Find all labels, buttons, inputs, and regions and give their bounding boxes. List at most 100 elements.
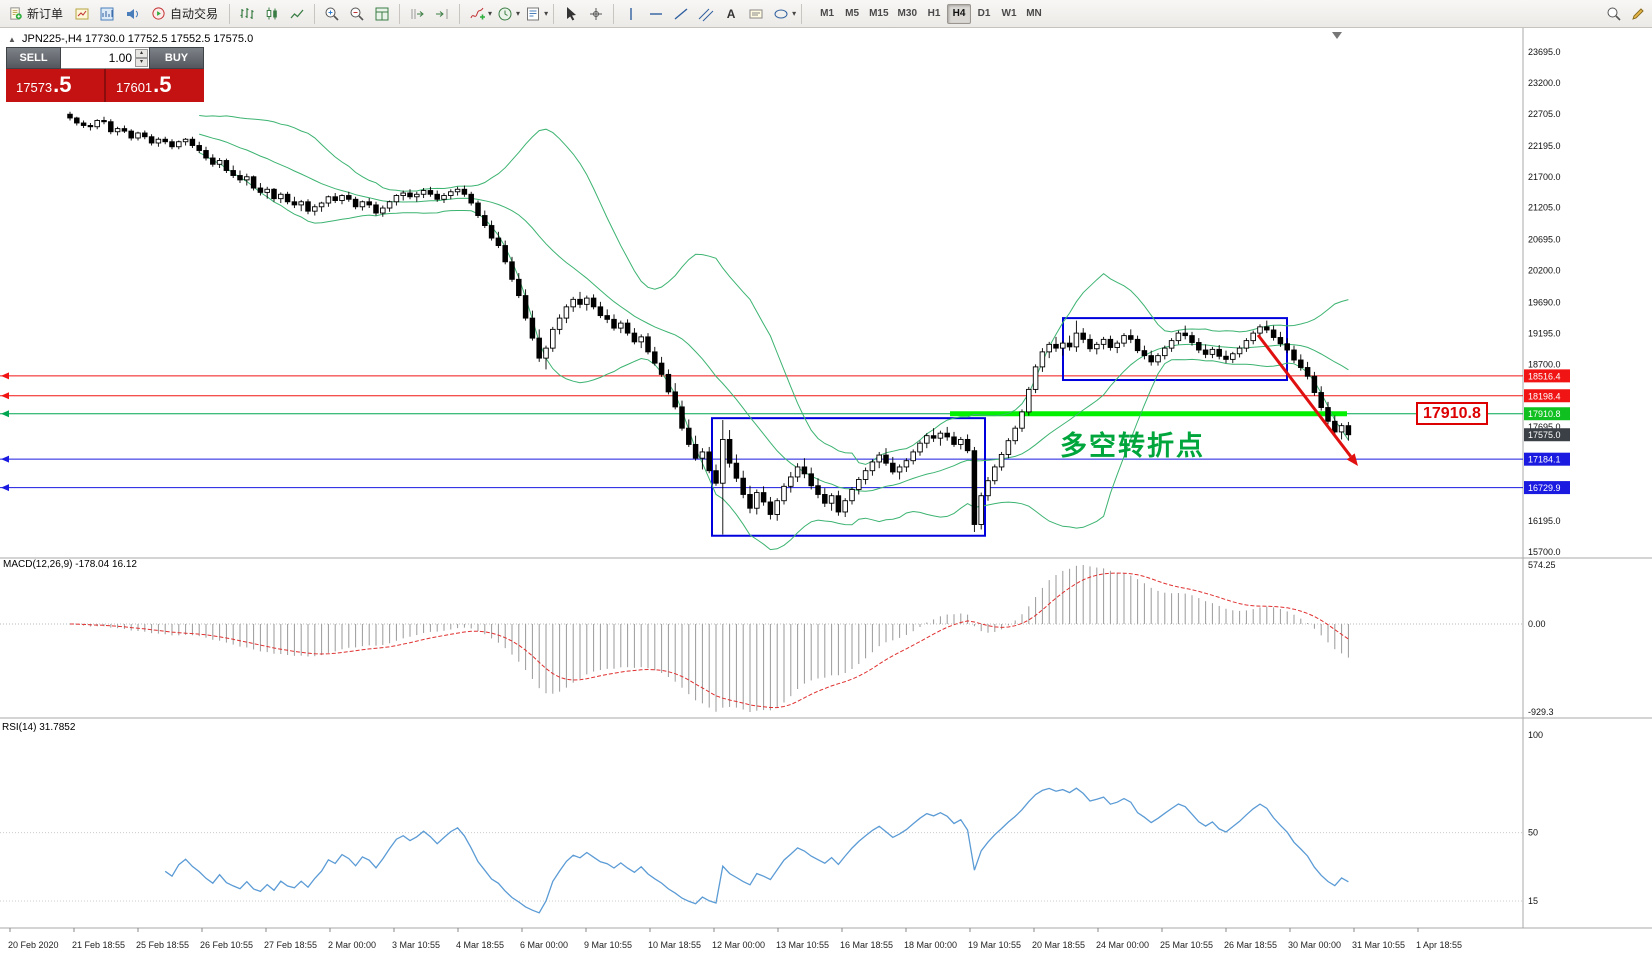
bar-chart-icon: [240, 7, 254, 19]
timeframe-m30-button[interactable]: M30: [894, 4, 921, 24]
svg-text:17695.0: 17695.0: [1528, 422, 1561, 432]
timeframe-m1-button[interactable]: M1: [815, 4, 839, 24]
svg-text:21700.0: 21700.0: [1528, 172, 1561, 182]
chart-canvas[interactable]: 23695.0 23200.0 22705.0 22195.0 21700.0 21205…: [0, 28, 1652, 955]
candlestick-mode-button[interactable]: [260, 3, 284, 25]
auto-scroll-button[interactable]: [405, 3, 429, 25]
buy-button[interactable]: BUY: [149, 47, 204, 69]
timeframe-d1-button[interactable]: D1: [972, 4, 996, 24]
auto-trading-button[interactable]: 自动交易: [145, 3, 224, 25]
volume-input[interactable]: 1.00 ▴ ▾: [61, 47, 149, 69]
horizontal-line-tool-button[interactable]: [644, 3, 668, 25]
svg-text:2 Mar 00:00: 2 Mar 00:00: [328, 940, 376, 950]
text-tool-button[interactable]: A: [719, 3, 743, 25]
svg-text:30 Mar 00:00: 30 Mar 00:00: [1288, 940, 1341, 950]
sell-price: 17573: [16, 80, 53, 95]
toolbar-separator: [399, 3, 401, 24]
tile-windows-button[interactable]: [370, 3, 394, 25]
svg-text:23695.0: 23695.0: [1528, 47, 1561, 57]
svg-text:19195.0: 19195.0: [1528, 328, 1561, 338]
text-tool-icon: A: [726, 6, 736, 21]
svg-text:-929.3: -929.3: [1528, 707, 1554, 717]
vertical-line-icon: [630, 7, 632, 20]
timeframe-h1-button[interactable]: H1: [922, 4, 946, 24]
volume-down-icon[interactable]: ▾: [135, 58, 148, 67]
bar-chart-mode-button[interactable]: [235, 3, 259, 25]
svg-text:18516.4: 18516.4: [1528, 371, 1561, 381]
templates-dropdown-caret[interactable]: ▾: [544, 9, 549, 18]
label-tool-button[interactable]: [744, 3, 768, 25]
svg-text:23200.0: 23200.0: [1528, 78, 1561, 88]
line-chart-mode-button[interactable]: [285, 3, 309, 25]
toolbar-separator: [459, 3, 461, 24]
crosshair-tool-button[interactable]: [584, 3, 608, 25]
buy-price-panel[interactable]: 17601.5: [106, 69, 204, 102]
trendline-tool-button[interactable]: [669, 3, 693, 25]
timeframe-w1-button[interactable]: W1: [997, 4, 1021, 24]
sell-button[interactable]: SELL: [6, 47, 61, 69]
volume-up-icon[interactable]: ▴: [135, 49, 148, 58]
svg-text:3 Mar 10:55: 3 Mar 10:55: [392, 940, 440, 950]
toolbar-separator: [613, 3, 615, 24]
sell-price-panel[interactable]: 17573.5: [6, 69, 106, 102]
zoom-out-button[interactable]: [345, 3, 369, 25]
tile-windows-icon: [375, 7, 389, 20]
candlestick-icon: [266, 7, 277, 19]
ohlc-values: 17730.0 17752.5 17552.5 17575.0: [84, 33, 254, 45]
svg-text:15: 15: [1528, 896, 1538, 906]
chart-shift-button[interactable]: [430, 3, 454, 25]
main-toolbar: 新订单 自动交易 ▾ ▾ ▾: [0, 0, 1652, 28]
zoom-in-button[interactable]: [320, 3, 344, 25]
svg-text:15700.0: 15700.0: [1528, 547, 1561, 557]
profiles-button[interactable]: [95, 3, 119, 25]
shapes-icon: [774, 9, 788, 18]
svg-text:19690.0: 19690.0: [1528, 297, 1561, 307]
periods-dropdown-caret[interactable]: ▾: [516, 9, 521, 18]
svg-text:16729.9: 16729.9: [1528, 483, 1561, 493]
timeframe-m5-button[interactable]: M5: [840, 4, 864, 24]
new-chart-button[interactable]: [70, 3, 94, 25]
svg-text:20695.0: 20695.0: [1528, 235, 1561, 245]
vertical-line-tool-button[interactable]: [619, 3, 643, 25]
svg-text:574.25: 574.25: [1528, 560, 1556, 570]
market-watch-icon: [127, 8, 139, 19]
symbol-marker-icon: ▲: [8, 35, 16, 44]
timeframe-m15-button[interactable]: M15: [865, 4, 892, 24]
toolbar-separator: [553, 3, 555, 24]
sell-price-pips: .5: [53, 72, 72, 97]
svg-text:20200.0: 20200.0: [1528, 266, 1561, 276]
shapes-tool-button[interactable]: [769, 3, 793, 25]
svg-text:9 Mar 10:55: 9 Mar 10:55: [584, 940, 632, 950]
svg-text:1 Apr 18:55: 1 Apr 18:55: [1416, 940, 1462, 950]
channel-tool-button[interactable]: [694, 3, 718, 25]
shapes-dropdown-caret[interactable]: ▾: [792, 9, 797, 18]
svg-text:25 Feb 18:55: 25 Feb 18:55: [136, 940, 189, 950]
line-chart-icon: [290, 9, 304, 18]
price-level-callout: 17910.8: [1416, 402, 1488, 425]
cursor-tool-button[interactable]: [559, 3, 583, 25]
search-icon: [1607, 7, 1621, 21]
svg-text:26 Mar 18:55: 26 Mar 18:55: [1224, 940, 1277, 950]
templates-button[interactable]: [521, 3, 545, 25]
toolbar-separator: [229, 3, 231, 24]
volume-value[interactable]: 1.00: [108, 51, 132, 65]
profiles-icon: [100, 7, 114, 20]
svg-text:25 Mar 10:55: 25 Mar 10:55: [1160, 940, 1213, 950]
search-button[interactable]: [1602, 3, 1626, 25]
svg-text:17910.8: 17910.8: [1528, 409, 1561, 419]
periods-button[interactable]: [493, 3, 517, 25]
timeframe-h4-button[interactable]: H4: [947, 3, 971, 24]
buy-price: 17601: [116, 80, 153, 95]
edit-button[interactable]: [1626, 3, 1650, 25]
timeframe-mn-button[interactable]: MN: [1022, 4, 1046, 24]
indicators-dropdown-caret[interactable]: ▾: [488, 9, 493, 18]
indicators-button[interactable]: [465, 3, 489, 25]
new-order-button[interactable]: 新订单: [2, 3, 69, 25]
svg-text:24 Mar 00:00: 24 Mar 00:00: [1096, 940, 1149, 950]
pencil-icon: [1632, 7, 1644, 20]
svg-text:4 Mar 18:55: 4 Mar 18:55: [456, 940, 504, 950]
auto-trading-icon: [152, 7, 165, 20]
market-watch-button[interactable]: [120, 3, 144, 25]
volume-stepper[interactable]: ▴ ▾: [135, 49, 148, 67]
svg-text:21 Feb 18:55: 21 Feb 18:55: [72, 940, 125, 950]
